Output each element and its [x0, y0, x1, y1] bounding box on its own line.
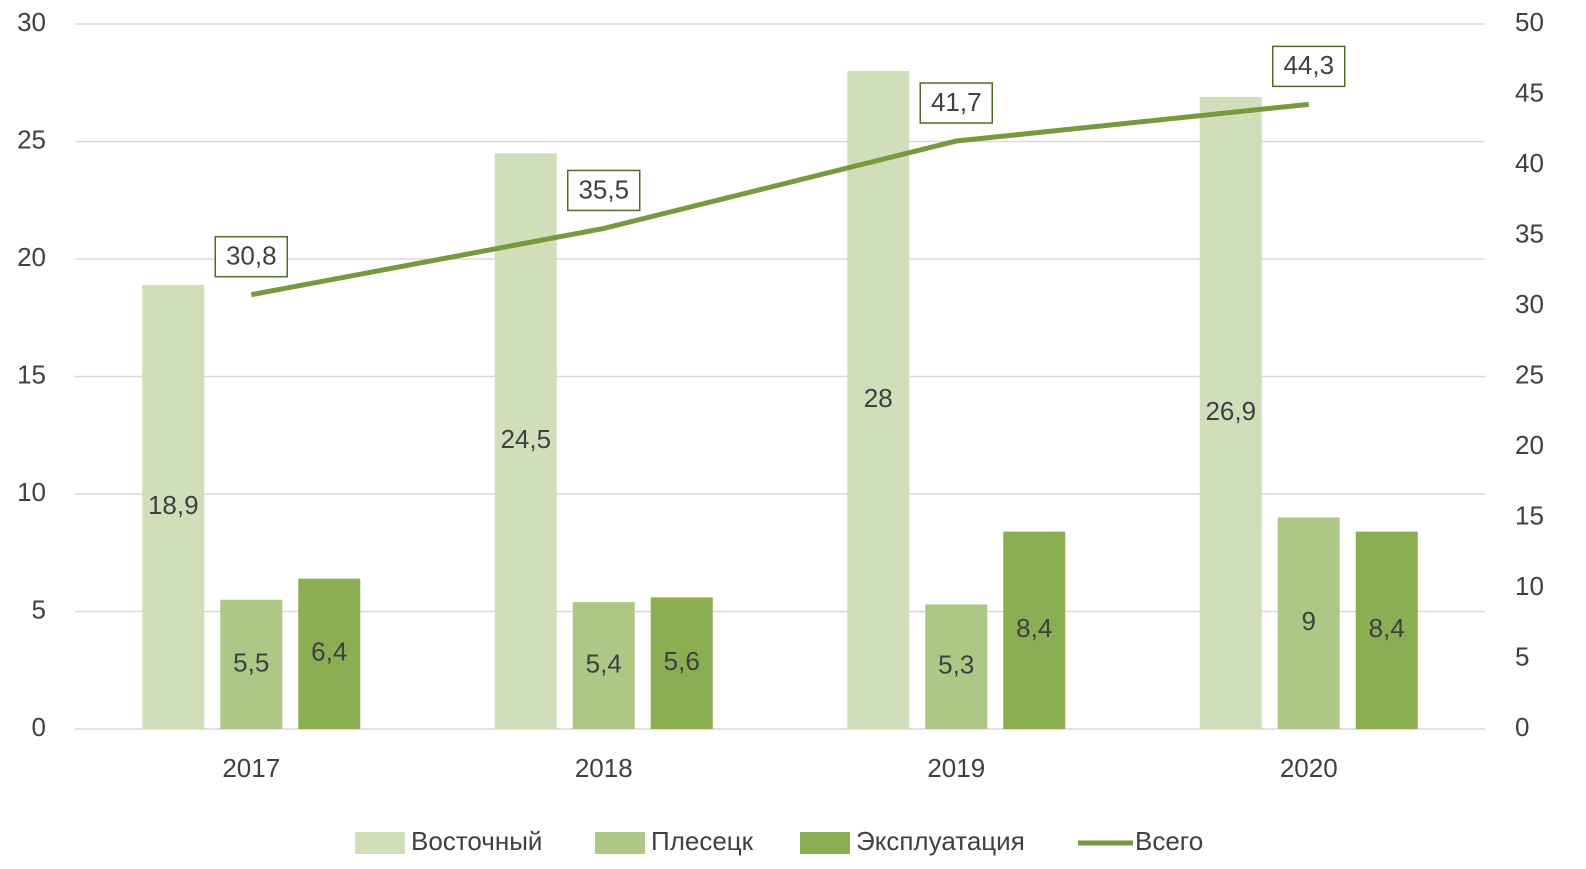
data-label: 8,4: [1369, 613, 1405, 643]
y-tick-label: 25: [17, 124, 46, 154]
data-label-box: [214, 235, 288, 278]
bar: [298, 578, 361, 729]
legend-label: Плесецк: [651, 826, 754, 856]
y-tick-label: 20: [17, 242, 46, 272]
x-tick-label: 2018: [575, 753, 633, 783]
y2-tick-label: 35: [1515, 218, 1544, 248]
legend-label: Эксплуатация: [856, 826, 1025, 856]
bar: [572, 602, 635, 729]
y2-tick-label: 20: [1515, 430, 1544, 460]
data-label-box: [567, 169, 641, 212]
line: [250, 101, 1310, 298]
legend-swatch: [800, 832, 850, 854]
data-label: 8,4: [1016, 613, 1052, 643]
y-tick-label: 10: [17, 477, 46, 507]
y2-tick-label: 10: [1515, 571, 1544, 601]
y2-tick-label: 40: [1515, 148, 1544, 178]
y2-tick-label: 15: [1515, 500, 1544, 530]
y2-tick-label: 25: [1515, 359, 1544, 389]
bar: [650, 597, 713, 729]
bar: [1277, 517, 1340, 729]
y2-tick-label: 50: [1515, 7, 1544, 37]
data-label: 5,4: [586, 648, 622, 678]
bar: [847, 71, 910, 729]
data-label: 28: [864, 383, 893, 413]
y-tick-label: 5: [32, 594, 46, 624]
data-label-box: [1272, 45, 1346, 88]
y2-tick-label: 5: [1515, 641, 1529, 671]
data-label: 35,5: [578, 174, 629, 204]
y2-tick-label: 0: [1515, 712, 1529, 742]
bar: [220, 599, 283, 729]
legend-label: Всего: [1135, 826, 1203, 856]
data-label: 6,4: [311, 637, 347, 667]
x-tick-label: 2019: [927, 753, 985, 783]
data-label: 44,3: [1283, 50, 1334, 80]
data-label-box: [919, 82, 993, 124]
data-label: 5,5: [233, 647, 269, 677]
bar: [1003, 531, 1066, 729]
y2-tick-label: 30: [1515, 289, 1544, 319]
y-tick-label: 30: [17, 7, 46, 37]
x-tick-label: 2017: [222, 753, 280, 783]
data-label: 9: [1302, 606, 1316, 636]
bar: [1355, 531, 1418, 729]
data-label: 5,6: [664, 646, 700, 676]
y-tick-label: 0: [32, 712, 46, 742]
data-label: 18,9: [148, 490, 199, 520]
bar: [1199, 96, 1262, 730]
legend-label: Восточный: [411, 826, 542, 856]
x-tick-label: 2020: [1280, 753, 1338, 783]
bar: [142, 284, 205, 729]
data-label: 5,3: [938, 650, 974, 680]
data-label: 24,5: [500, 424, 551, 454]
y2-tick-label: 45: [1515, 77, 1544, 107]
data-label: 26,9: [1205, 396, 1256, 426]
y-tick-label: 15: [17, 359, 46, 389]
data-label: 41,7: [931, 87, 982, 117]
data-label: 30,8: [226, 241, 277, 271]
legend-swatch: [355, 832, 405, 854]
legend-swatch: [595, 832, 645, 854]
bar: [925, 604, 988, 729]
